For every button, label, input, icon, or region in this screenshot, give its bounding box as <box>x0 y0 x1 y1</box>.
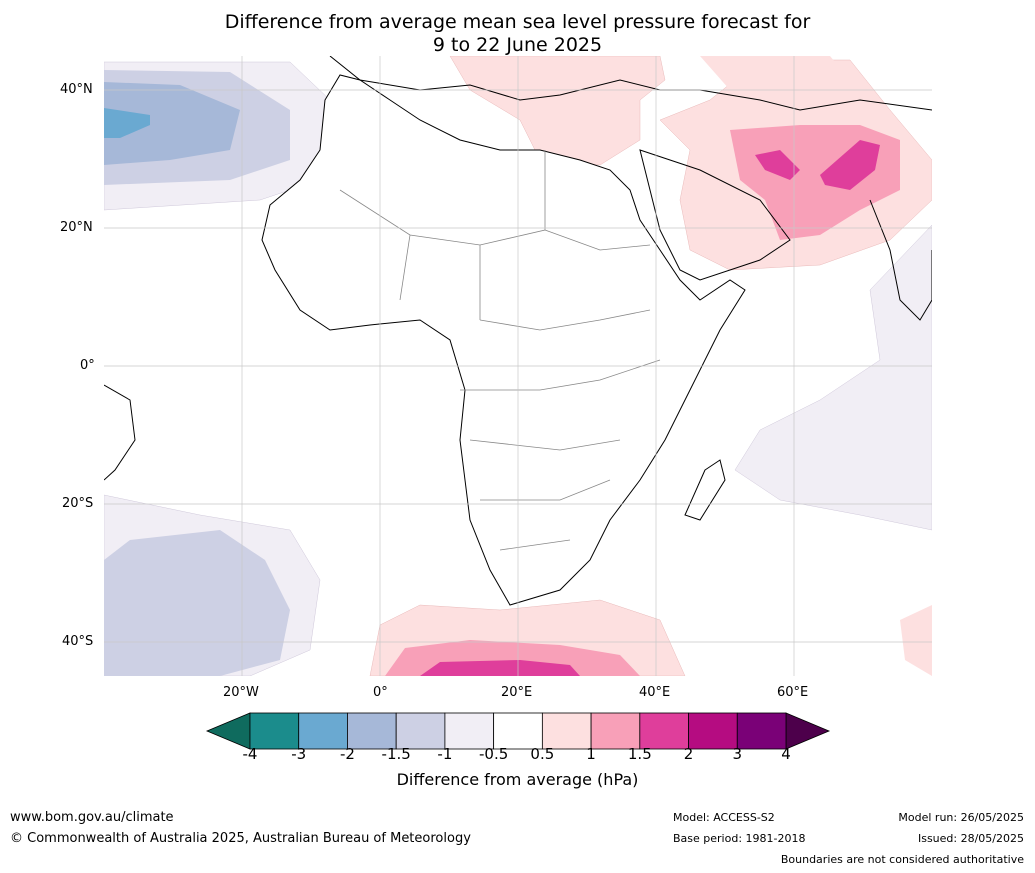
website-link[interactable]: www.bom.gov.au/climate <box>10 810 174 825</box>
colorbar-tick-label: -2 <box>339 745 355 763</box>
anomaly-area-iran <box>755 150 800 180</box>
lon-label-20e: 20°E <box>501 685 533 700</box>
lon-label-0: 0° <box>373 685 388 700</box>
issued-text: Issued: 28/05/2025 <box>917 832 1024 845</box>
colorbar-tick-label: -1.5 <box>381 745 411 763</box>
colorbar-tick-label: 1 <box>586 745 596 763</box>
colorbar-tick-label: 1.5 <box>627 745 652 763</box>
colorbar-swatch <box>395 712 446 750</box>
lat-label-20n: 20°N <box>60 220 93 235</box>
lon-label-60e: 60°E <box>777 685 809 700</box>
colorbar-swatch <box>639 712 689 750</box>
colorbar-tick-label: 2 <box>683 745 694 763</box>
lat-label-20s: 20°S <box>62 496 94 511</box>
anomaly-area-south-atlantic-mod <box>104 530 290 676</box>
colorbar-swatch <box>590 712 641 750</box>
chart-subtitle: 9 to 22 June 2025 <box>432 34 603 56</box>
lat-label-40n: 40°N <box>60 82 93 97</box>
colorbar-tick-label: 3 <box>732 745 743 763</box>
colorbar-label: Difference from average (hPa) <box>396 770 639 789</box>
chart-title: Difference from average mean sea level p… <box>224 11 811 33</box>
colorbar-tick-label: -1 <box>437 745 453 763</box>
colorbar-swatch <box>736 712 787 750</box>
colorbar-tick-label: -0.5 <box>478 745 509 763</box>
lon-label-40e: 40°E <box>639 685 671 700</box>
model-run-text: Model run: 26/05/2025 <box>898 811 1024 824</box>
madagascar <box>684 459 726 521</box>
colorbar-swatch <box>298 712 348 750</box>
copyright-text: © Commonwealth of Australia 2025, Austra… <box>10 831 471 846</box>
colorbar-over-arrow <box>785 712 831 750</box>
graticule <box>104 56 932 676</box>
colorbar-tick-label: -3 <box>291 745 307 763</box>
anomaly-area-indian-weak <box>734 224 932 531</box>
lat-label-0: 0° <box>80 358 95 373</box>
colorbar-swatch <box>444 712 495 750</box>
model-text: Model: ACCESS-S2 <box>673 811 775 824</box>
country-borders <box>339 150 661 551</box>
colorbar-swatch <box>688 712 738 750</box>
colorbar-swatch <box>541 712 592 750</box>
colorbar-tick-label: 4 <box>781 745 791 763</box>
colorbar-swatch <box>347 712 397 750</box>
colorbar-under-arrow <box>205 712 251 750</box>
colorbar-swatch <box>249 712 300 750</box>
africa-coastline <box>261 74 746 606</box>
colorbar-tick-label: 0.5 <box>530 745 555 763</box>
lon-label-20w: 20°W <box>223 685 259 700</box>
colorbar <box>205 712 831 750</box>
disclaimer-text: Boundaries are not considered authoritat… <box>780 853 1024 866</box>
colorbar-tick-label: -4 <box>242 745 258 763</box>
colorbar-swatch <box>493 712 543 750</box>
anomaly-area-mediterranean <box>449 56 666 166</box>
base-period-text: Base period: 1981-2018 <box>673 832 806 845</box>
lat-label-40s: 40°S <box>62 634 94 649</box>
